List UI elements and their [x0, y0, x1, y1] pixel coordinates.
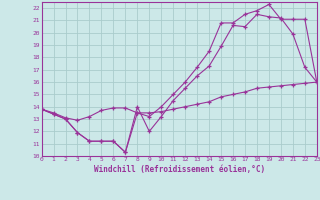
X-axis label: Windchill (Refroidissement éolien,°C): Windchill (Refroidissement éolien,°C): [94, 165, 265, 174]
